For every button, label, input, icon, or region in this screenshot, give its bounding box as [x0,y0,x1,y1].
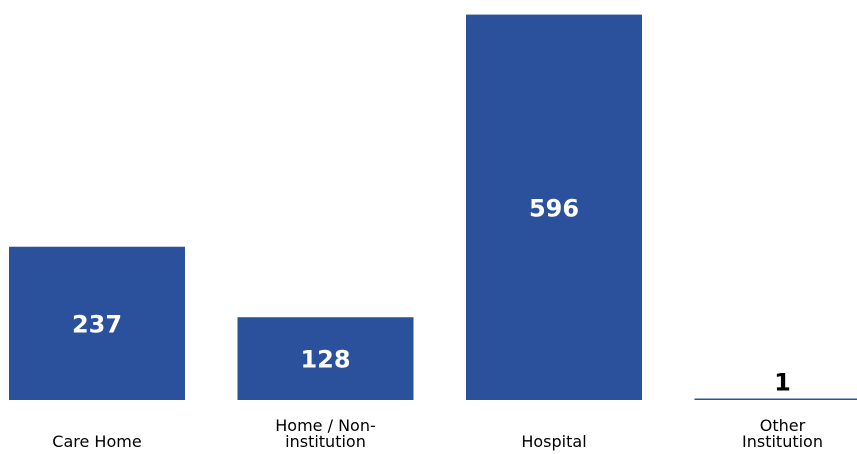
bars-group [9,14,857,400]
category-label-2: Hospital [521,432,586,451]
bar-value-label-3: 1 [774,369,791,397]
bar-2 [466,14,642,400]
category-label-line: Hospital [521,432,586,451]
category-label-line: Home / Non- [275,416,375,435]
bar-1 [237,317,414,400]
category-label-0: Care Home [52,432,141,451]
bar-0 [9,246,185,400]
bar-3 [694,398,857,400]
category-label-line: Care Home [52,432,141,451]
category-label-3: Other Institution [742,416,823,451]
category-labels-group: Care Home Home / Non-institution Hospital O… [52,416,823,451]
bar-value-label-1: 128 [300,346,350,374]
category-label-line: Other [760,416,806,435]
category-label-line: institution [285,432,366,451]
bar-value-label-0: 237 [72,310,122,338]
value-labels-group: 237 128 596 1 [72,194,791,396]
bar-value-label-2: 596 [529,194,579,222]
category-label-line: Institution [742,432,823,451]
category-label-1: Home / Non-institution [275,416,375,451]
